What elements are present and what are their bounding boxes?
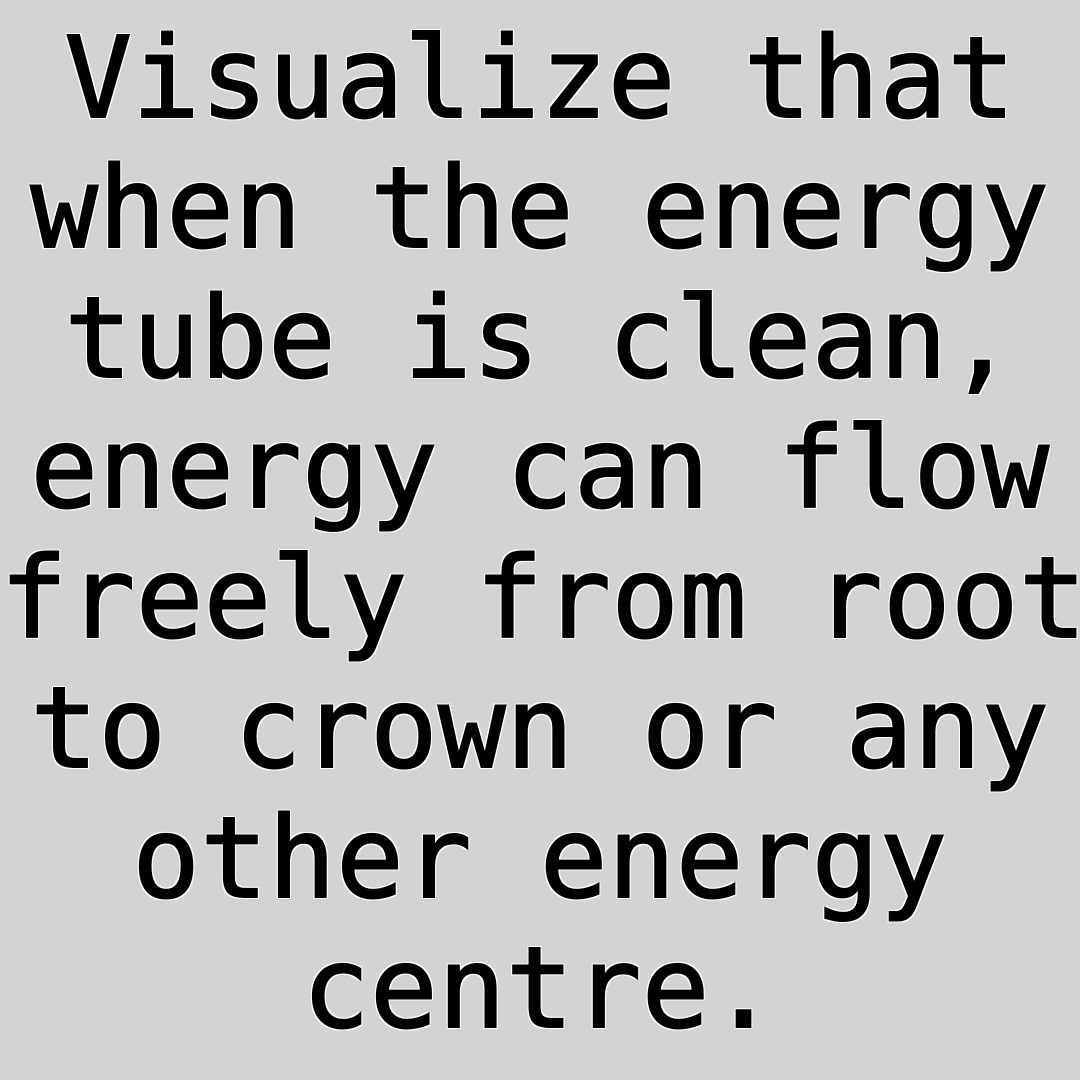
quote-line-1: Visualize that [63,13,1016,145]
quote-line-4: energy can flow [30,403,1050,535]
quote-line-6: to crown or any [30,663,1050,795]
quote-line-2: when the energy [30,143,1050,275]
quote-line-7: other energy [131,793,948,925]
quote-line-3: tube is clean, [63,273,1016,405]
quote-line-8: centre. [301,923,778,1055]
quote-line-5: freely from root [0,533,1080,665]
